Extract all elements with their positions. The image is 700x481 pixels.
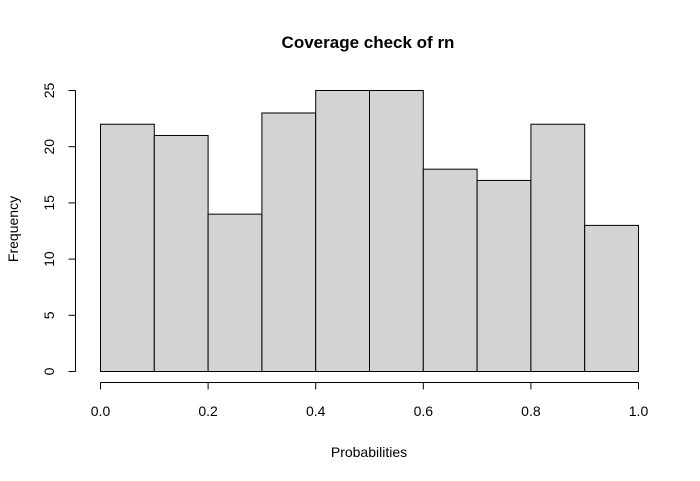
y-tick-label: 10 xyxy=(41,251,57,267)
x-tick-label: 0.2 xyxy=(198,403,218,419)
y-axis-title: Frequency xyxy=(5,196,21,262)
bars-group xyxy=(100,90,640,372)
x-tick-label: 0.0 xyxy=(91,403,111,419)
y-tick-label: 5 xyxy=(41,311,57,319)
histogram-bar xyxy=(261,112,317,372)
histogram-bar xyxy=(369,90,424,372)
x-tick-label: 1.0 xyxy=(629,403,649,419)
histogram-bar xyxy=(476,179,532,372)
x-tick-label: 0.6 xyxy=(414,403,434,419)
y-tick-label: 15 xyxy=(41,195,57,211)
histogram-bar xyxy=(530,123,586,372)
histogram-bar xyxy=(315,90,371,372)
histogram-bar xyxy=(584,224,640,372)
chart-title: Coverage check of rn xyxy=(282,33,455,52)
y-axis: 0 5 10 15 20 25 xyxy=(41,83,76,375)
histogram-bar xyxy=(153,134,209,372)
x-tick-label: 0.8 xyxy=(521,403,541,419)
histogram-bar xyxy=(422,168,478,372)
x-tick-label: 0.4 xyxy=(306,403,326,419)
histogram-bar xyxy=(207,213,263,372)
y-tick-label: 20 xyxy=(41,139,57,155)
x-axis-title: Probabilities xyxy=(331,444,407,460)
y-tick-label: 0 xyxy=(41,367,57,375)
histogram-bar xyxy=(100,123,155,372)
y-tick-label: 25 xyxy=(41,83,57,99)
x-axis: 0.0 0.2 0.4 0.6 0.8 1.0 xyxy=(91,382,649,419)
